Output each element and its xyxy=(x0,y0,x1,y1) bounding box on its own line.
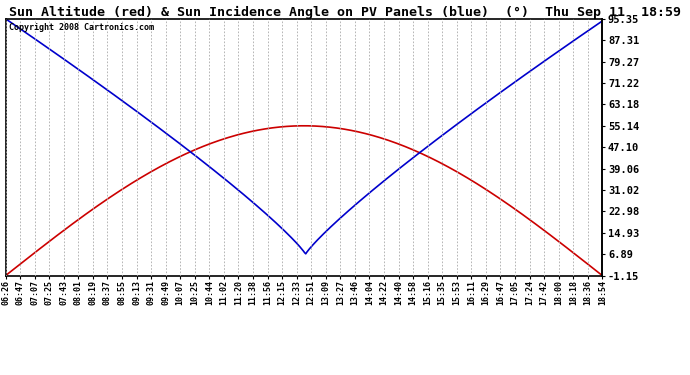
Text: Sun Altitude (red) & Sun Incidence Angle on PV Panels (blue)  (°)  Thu Sep 11  1: Sun Altitude (red) & Sun Incidence Angle… xyxy=(9,6,681,19)
Text: Copyright 2008 Cartronics.com: Copyright 2008 Cartronics.com xyxy=(8,22,153,32)
